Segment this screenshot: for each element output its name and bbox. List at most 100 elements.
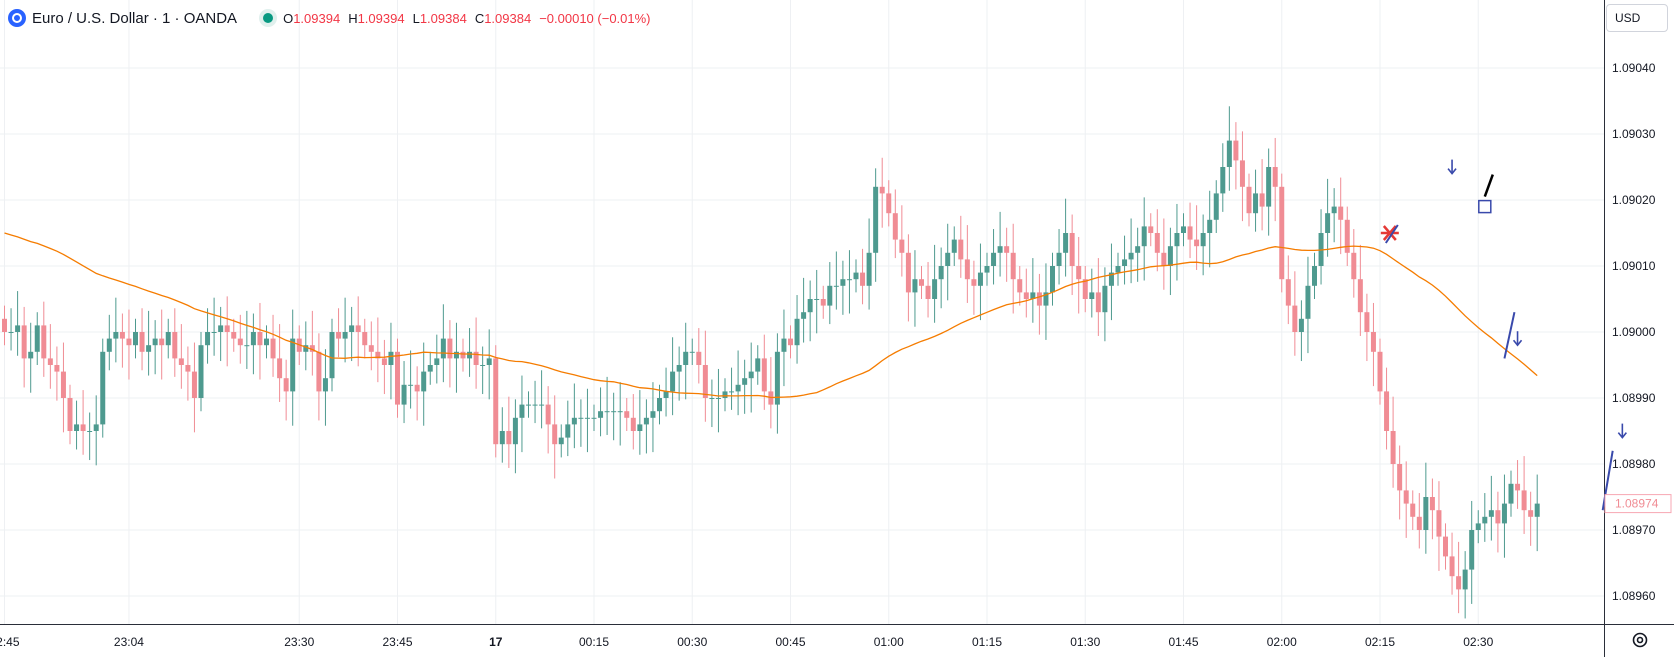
candle xyxy=(172,308,178,377)
candle xyxy=(342,297,348,363)
candle xyxy=(165,318,171,359)
candle xyxy=(696,328,702,384)
candle xyxy=(1410,490,1416,530)
open-label: O xyxy=(283,10,294,26)
currency-button[interactable]: USD xyxy=(1606,4,1668,32)
candle xyxy=(624,398,630,431)
candle xyxy=(191,342,197,433)
x-tick-label: 00:30 xyxy=(677,635,707,649)
symbol-title[interactable]: Euro / U.S. Dollar · 1 · OANDA xyxy=(32,9,238,27)
candle xyxy=(1174,203,1180,281)
candle xyxy=(264,325,269,359)
candle xyxy=(657,384,662,425)
candle xyxy=(1331,188,1337,243)
candle xyxy=(100,338,106,438)
candle xyxy=(1010,223,1016,314)
candle xyxy=(133,318,138,359)
candle xyxy=(93,395,99,466)
signal-cross-marker xyxy=(1380,224,1399,244)
candle xyxy=(1416,493,1422,549)
candle xyxy=(506,396,512,468)
candle xyxy=(526,391,531,418)
candle xyxy=(1181,213,1186,247)
x-tick-label: 22:45 xyxy=(0,635,20,649)
low-value: 1.09384 xyxy=(419,10,467,26)
candle xyxy=(1364,293,1370,362)
change-value: −0.00010 (−0.01%) xyxy=(539,10,651,26)
candle xyxy=(1351,229,1357,298)
candle xyxy=(971,260,977,315)
candle xyxy=(493,345,499,458)
candle xyxy=(355,296,361,367)
candle xyxy=(886,180,892,227)
candle xyxy=(689,338,695,365)
candle xyxy=(1508,470,1514,517)
trend-stroke xyxy=(1601,450,1614,511)
candle xyxy=(1226,106,1232,191)
candle xyxy=(28,322,34,393)
candle xyxy=(827,262,833,325)
candle xyxy=(729,367,735,410)
close-value: 1.09384 xyxy=(484,10,532,26)
candle xyxy=(565,400,571,457)
candle xyxy=(460,338,466,372)
candle xyxy=(709,379,715,428)
candle xyxy=(735,350,741,416)
candle xyxy=(1521,456,1527,534)
candle xyxy=(1488,475,1494,541)
arrow-down-icon xyxy=(1617,423,1627,439)
candle xyxy=(879,157,885,228)
candle xyxy=(1128,218,1134,284)
candle xyxy=(997,211,1003,277)
candle xyxy=(467,328,473,377)
candle xyxy=(532,380,538,424)
candle xyxy=(1233,122,1239,190)
arrow-down-icon xyxy=(1447,159,1457,175)
last-price-label: 1.08974 xyxy=(1615,497,1659,511)
candle xyxy=(473,317,479,389)
candle xyxy=(480,346,486,395)
high-value: 1.09394 xyxy=(357,10,405,26)
candle xyxy=(715,368,721,433)
candle xyxy=(322,349,328,426)
candle xyxy=(1325,178,1331,257)
x-tick-label: 02:00 xyxy=(1267,635,1297,649)
candle xyxy=(1043,263,1049,340)
candle xyxy=(892,189,898,259)
candle xyxy=(1305,256,1311,354)
candle xyxy=(224,296,230,367)
candle xyxy=(329,318,335,392)
x-tick-label: 00:45 xyxy=(775,635,805,649)
candle xyxy=(427,351,433,385)
candle xyxy=(617,382,623,446)
candle xyxy=(1370,302,1376,387)
y-tick-label: 1.08990 xyxy=(1612,391,1656,405)
currency-flag-icon xyxy=(8,9,26,27)
candle xyxy=(1135,227,1141,282)
last-price-tag xyxy=(1604,494,1672,514)
candle xyxy=(925,262,931,318)
candle xyxy=(1115,252,1121,286)
candle xyxy=(1515,460,1521,509)
y-tick-label: 1.09000 xyxy=(1612,325,1656,339)
candle xyxy=(1312,252,1317,299)
candle xyxy=(74,400,80,450)
candle xyxy=(257,302,263,380)
candle xyxy=(1220,143,1226,212)
candle xyxy=(1036,273,1042,335)
candle xyxy=(1056,229,1062,285)
candle xyxy=(866,218,872,310)
candle xyxy=(663,367,669,417)
candle xyxy=(1429,478,1435,540)
close-label: C xyxy=(474,10,485,26)
candle xyxy=(1259,159,1265,231)
candle xyxy=(21,306,27,388)
symbol-header: Euro / U.S. Dollar · 1 · OANDA O1.09394 … xyxy=(8,6,651,30)
candle xyxy=(1384,367,1390,450)
candle xyxy=(205,308,211,364)
candle xyxy=(381,339,387,395)
gear-icon[interactable] xyxy=(1630,630,1650,650)
candle xyxy=(15,291,21,356)
candle xyxy=(774,333,780,434)
